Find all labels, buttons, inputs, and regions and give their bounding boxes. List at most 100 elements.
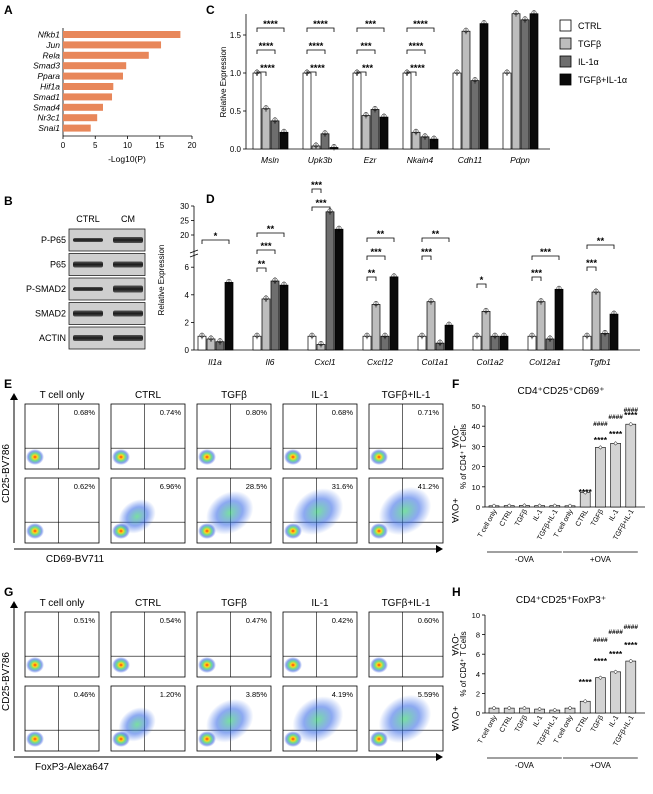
legend-swatch: [559, 73, 572, 86]
legend-label: TGFβ+IL-1α: [578, 75, 627, 85]
panel-c-sig-bracket: [306, 49, 326, 54]
panel-b-row-label: P-P65: [41, 235, 66, 245]
panel-b-blot-strip: [68, 326, 146, 350]
panel-c-data-point: [263, 105, 269, 111]
panel-c-gene-label: Nkain4: [407, 155, 434, 165]
panel-a-x-tick-label: 20: [188, 141, 197, 150]
panel-h-sig-stars: ****: [579, 677, 593, 687]
panel-c-bar-chart: Relative Expression 0.0 0.5 1.0 1.5 Msln Upk3…: [219, 10, 550, 165]
legend-swatch: [559, 19, 572, 32]
panel-d-gene-label: Il6: [266, 357, 275, 367]
panel-e-gate-percent: 28.5%: [246, 482, 268, 491]
panel-a-bar: [63, 93, 113, 101]
panel-b-row-label: P-SMAD2: [26, 284, 66, 294]
legend-swatch: [559, 55, 572, 68]
panel-g-column-title: T cell only: [40, 598, 85, 609]
panel-a-bar-chart: -Log10(P) Nfkb1JunRelaSmad3PparaHif1aSma…: [33, 28, 197, 164]
panel-f-data-point: [507, 503, 511, 508]
panel-d-y-tick-label: 2: [185, 318, 190, 327]
panel-e-x-axis-label: CD69-BV711: [46, 554, 105, 565]
panel-letter-g: G: [4, 585, 13, 599]
panel-e-cell-density: [284, 449, 302, 465]
panel-d-bar-chart: Relative Expression 0 2 4 6 20 25 30 Il1a Il6 Cxc…: [157, 180, 640, 367]
panel-h-y-tick-label: 10: [472, 611, 480, 620]
panel-d-data-point: [391, 273, 397, 279]
panel-d-sig-bracket: [201, 239, 230, 244]
panel-c-data-point: [281, 128, 287, 134]
panel-d-data-point: [556, 285, 562, 291]
panel-d-sig-stars: ***: [421, 247, 432, 258]
panel-a-gene-label: Hif1a: [40, 82, 60, 92]
panel-g-cell-density: [118, 707, 156, 742]
panel-c-bar: [452, 72, 462, 150]
panel-b-blot-band: [73, 287, 103, 291]
panel-h-y-axis-label: % of CD4⁺ T Cells: [459, 631, 468, 696]
panel-d-y-axis-label: Relative Expression: [157, 245, 166, 316]
panel-h-data-point: [598, 676, 603, 680]
panel-f-data-point: [537, 503, 542, 508]
panel-f-category-label: CTRL: [499, 508, 514, 527]
panel-a-gene-label: Smad1: [33, 92, 60, 102]
panel-c-bar: [252, 72, 262, 150]
panel-d-bar: [426, 301, 436, 351]
panel-g-gate-percent: 0.47%: [246, 616, 268, 625]
panel-e-flow-plots: T cell only 0.68% 0.62% CTRL 0.74% 6.96% TGFβ 0…: [1, 390, 460, 565]
panel-d-gene-label: Col1a2: [477, 357, 504, 367]
panel-d-sig-bracket: [421, 237, 450, 242]
panel-h-category-label: IL-1: [608, 714, 620, 728]
panel-letter-b: B: [4, 194, 13, 208]
panel-b-blot-band: [73, 261, 103, 268]
panel-f-data-point: [629, 422, 633, 426]
panel-a-bar: [63, 51, 149, 59]
panel-h-group-label: +OVA: [590, 761, 612, 770]
panel-e-gate-percent: 0.74%: [160, 408, 182, 417]
panel-e-gate-percent: 41.2%: [418, 482, 440, 491]
panel-c-sig-stars: ****: [410, 63, 425, 74]
panel-f-sig-stars: ****: [594, 435, 608, 445]
panel-letter-f: F: [452, 377, 459, 391]
panel-f-sig-hashes: ####: [593, 421, 608, 428]
panel-d-y-tick-label: 0: [185, 346, 190, 355]
panel-f-sig-hashes: ####: [608, 414, 623, 421]
panel-h-y-tick-label: 0: [476, 709, 480, 718]
panel-a-x-tick-label: 5: [93, 141, 98, 150]
panel-b-row-label: SMAD2: [35, 309, 66, 319]
panel-d-bar: [554, 288, 564, 351]
panel-g-gate-percent: 3.85%: [246, 690, 268, 699]
panel-c-y-tick-label: 1.0: [230, 69, 242, 78]
panel-g-gate-percent: 0.54%: [160, 616, 182, 625]
panel-h-data-point: [568, 706, 572, 710]
panel-c-data-point: [363, 112, 369, 118]
panel-c-y-tick-label: 1.5: [230, 31, 242, 40]
panel-f-group-label: -OVA: [515, 555, 535, 564]
panel-h-data-point: [537, 707, 542, 711]
panel-d-data-point: [501, 332, 507, 338]
panel-d-sig-stars: ***: [311, 180, 322, 191]
panel-h-bar: [610, 671, 621, 714]
panel-c-data-point: [331, 144, 337, 149]
panel-f-data-point: [492, 504, 496, 508]
panel-h-category-label: TGFβ: [514, 715, 529, 734]
panel-g-gate-percent: 0.46%: [74, 690, 96, 699]
panel-d-sig-stars: **: [258, 259, 266, 270]
panel-h-group-label: -OVA: [515, 761, 535, 770]
panel-b-blot-band: [113, 261, 143, 268]
panel-d-sig-stars: *: [480, 275, 484, 286]
panel-d-data-point: [547, 335, 553, 341]
panel-g-row-label: -OVA: [449, 633, 460, 656]
panel-h-category-label: TGFβ: [590, 715, 605, 734]
panel-d-data-point: [364, 332, 370, 338]
panel-d-gene-label: Col1a1: [422, 357, 449, 367]
panel-b-blot-band: [113, 285, 143, 293]
panel-d-gene-label: Il1a: [208, 357, 222, 367]
panel-f-category-label: TGFβ: [590, 509, 605, 528]
panel-c-data-point: [372, 106, 378, 111]
panel-g-y-axis-label: CD25-BV786: [1, 652, 12, 711]
panel-h-sig-hashes: ####: [593, 637, 608, 644]
panel-f-group-label: +OVA: [590, 555, 612, 564]
panel-d-data-point: [217, 338, 223, 344]
panel-d-bar: [389, 276, 399, 351]
panel-d-bar: [334, 228, 344, 351]
panel-d-y-tick-label: 25: [180, 217, 189, 226]
panel-d-data-point: [254, 332, 260, 338]
